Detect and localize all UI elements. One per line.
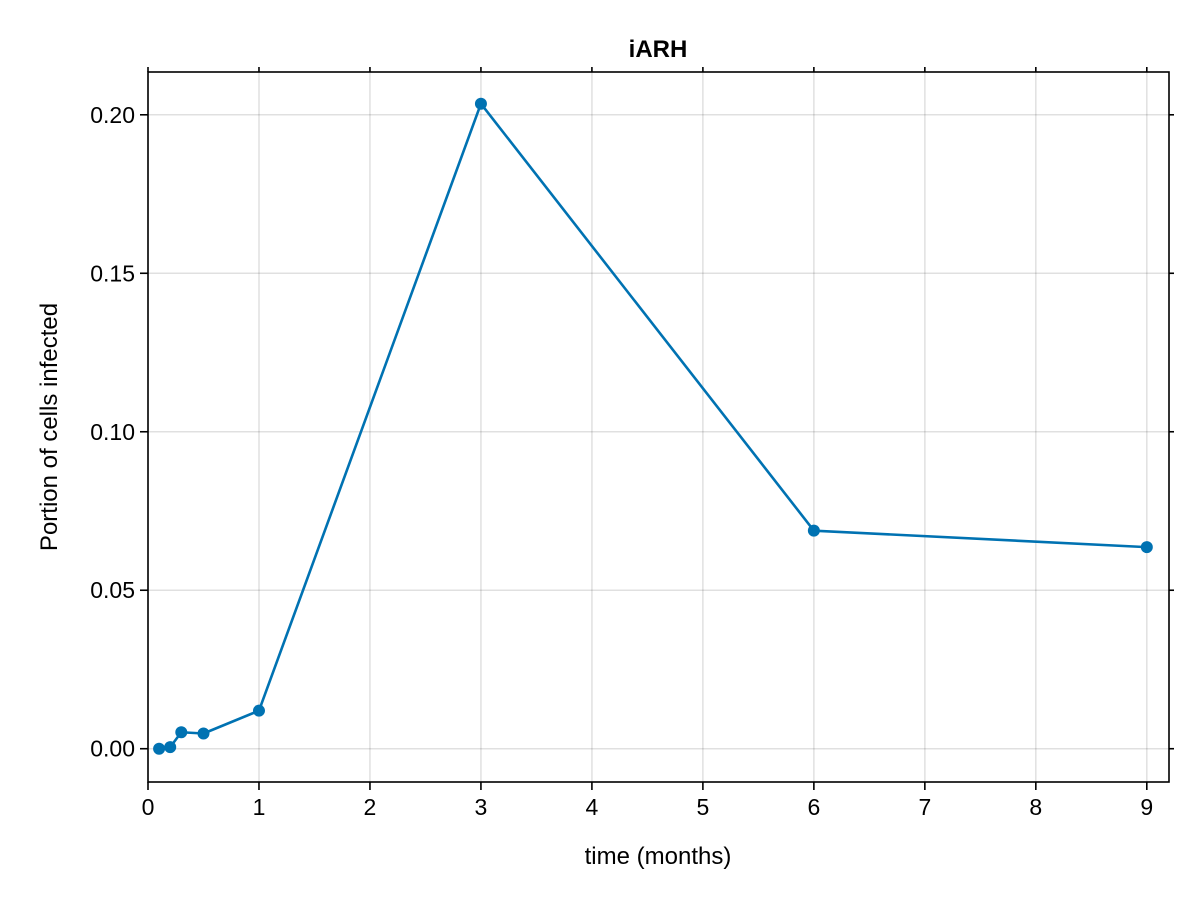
plot-frame (147, 71, 1170, 783)
series-line (158, 102, 1147, 751)
x-axis-label: time (months) (585, 843, 732, 870)
y-axis: 0.00 0.05 0.10 0.15 0.20 (90, 102, 1174, 762)
data-point (175, 726, 188, 739)
data-point (252, 704, 265, 717)
data-point (197, 727, 210, 740)
x-tick-label: 4 (586, 794, 599, 820)
data-point (474, 97, 487, 110)
x-tick-label: 7 (918, 794, 931, 820)
y-tick-label: 0.05 (90, 577, 135, 603)
y-tick-label: 0.10 (90, 419, 135, 445)
grid (147, 72, 1169, 782)
x-tick-label: 5 (696, 794, 709, 820)
x-tick-label: 2 (364, 794, 377, 820)
y-tick-label: 0.20 (90, 102, 135, 128)
y-tick-label: 0.15 (90, 260, 135, 286)
data-point (153, 742, 166, 755)
data-point (164, 741, 177, 754)
x-axis: 0 1 2 3 4 5 6 7 8 9 (142, 67, 1153, 820)
x-tick-label: 9 (1140, 794, 1153, 820)
chart-title: iARH (629, 36, 688, 63)
x-tick-label: 3 (475, 794, 488, 820)
y-tick-label: 0.00 (90, 736, 135, 762)
x-tick-label: 0 (142, 794, 155, 820)
data-point (807, 524, 820, 537)
x-tick-label: 8 (1029, 794, 1042, 820)
x-tick-label: 6 (807, 794, 820, 820)
data-point (1140, 541, 1153, 554)
y-axis-label: Portion of cells infected (36, 303, 63, 551)
series-layer (153, 97, 1153, 755)
x-tick-label: 1 (253, 794, 266, 820)
